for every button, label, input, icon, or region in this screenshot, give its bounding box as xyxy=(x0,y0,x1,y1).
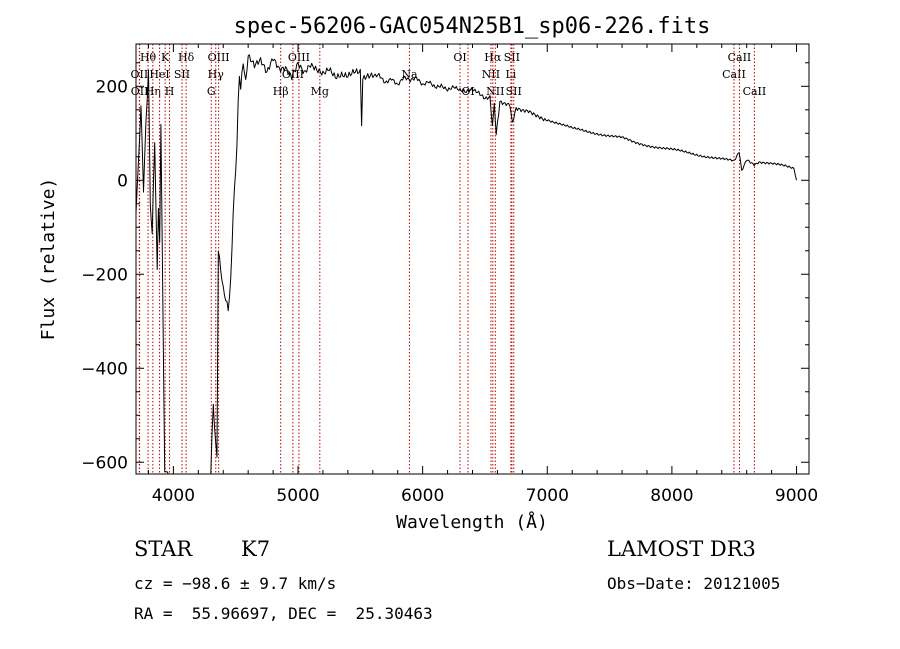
y-tick-label: 200 xyxy=(96,77,128,97)
spectral-line-label: CaII xyxy=(728,51,752,64)
spectral-line-label: Hγ xyxy=(208,68,225,81)
spectral-line-label: H xyxy=(165,85,175,98)
spectral-line-label: OI xyxy=(453,51,466,64)
spectral-line-label: Hδ xyxy=(178,51,195,64)
survey-name: LAMOST DR3 xyxy=(607,537,756,561)
x-tick-label: 9000 xyxy=(775,486,818,506)
x-tick-label: 8000 xyxy=(650,486,693,506)
spectral-line-label: OII xyxy=(131,85,149,98)
y-tick-label: −400 xyxy=(81,359,128,379)
plot-frame xyxy=(135,43,810,475)
spectral-line-label: CaII xyxy=(743,85,767,98)
spectral-line-label: OII xyxy=(131,68,149,81)
spectral-line-label: Li xyxy=(505,68,516,81)
redshift-readout: cz = −98.6 ± 9.7 km/s xyxy=(134,574,337,593)
spectral-line-label: Hβ xyxy=(273,85,289,98)
coordinates: RA = 55.96697, DEC = 25.30463 xyxy=(134,604,433,623)
series-line xyxy=(135,54,797,475)
spectral-line-label: Mg xyxy=(311,85,329,98)
spectral-line-label: Hθ xyxy=(140,51,157,64)
spectral-line-label: Hα xyxy=(484,51,502,64)
x-tick-label: 5000 xyxy=(276,486,319,506)
x-tick-label: 4000 xyxy=(152,486,195,506)
x-axis-label: Wavelength (Å) xyxy=(396,511,548,533)
spectral-line-label: OIII xyxy=(288,51,310,64)
spectral-line-label: Na xyxy=(401,68,418,81)
spectral-line-label: K xyxy=(161,51,170,64)
y-tick-label: −200 xyxy=(81,265,128,285)
y-axis-label: Flux (relative) xyxy=(38,178,59,341)
spectral-line-label: CaII xyxy=(722,68,746,81)
spectral-line-label: SII xyxy=(174,68,190,81)
x-tick-label: 7000 xyxy=(526,486,569,506)
spectral-line-label: HeI xyxy=(149,68,169,81)
chart-title: spec-56206-GAC054N25B1_sp06-226.fits xyxy=(234,14,711,39)
axes-layer: 4000 5000 6000 7000 8000 9000 −600 −400 −200 0 200 xyxy=(81,44,818,506)
spectral-line-label: SII xyxy=(506,85,522,98)
spectral-line-label: OIII xyxy=(208,51,230,64)
spectral-line-label: SII xyxy=(504,51,520,64)
spectral-line-label: NII xyxy=(482,68,500,81)
obs-date: Obs−Date: 20121005 xyxy=(607,574,781,593)
y-tick-label: −600 xyxy=(81,453,128,473)
spectral-line-label: OI xyxy=(461,85,474,98)
object-subclass: K7 xyxy=(241,537,271,561)
object-class: STAR xyxy=(134,537,193,561)
x-tick-label: 6000 xyxy=(401,486,444,506)
spectral-line-label: NII xyxy=(486,85,504,98)
y-tick-label: 0 xyxy=(117,171,128,191)
series-layer xyxy=(135,54,797,475)
spectral-line-label: G xyxy=(207,85,216,98)
